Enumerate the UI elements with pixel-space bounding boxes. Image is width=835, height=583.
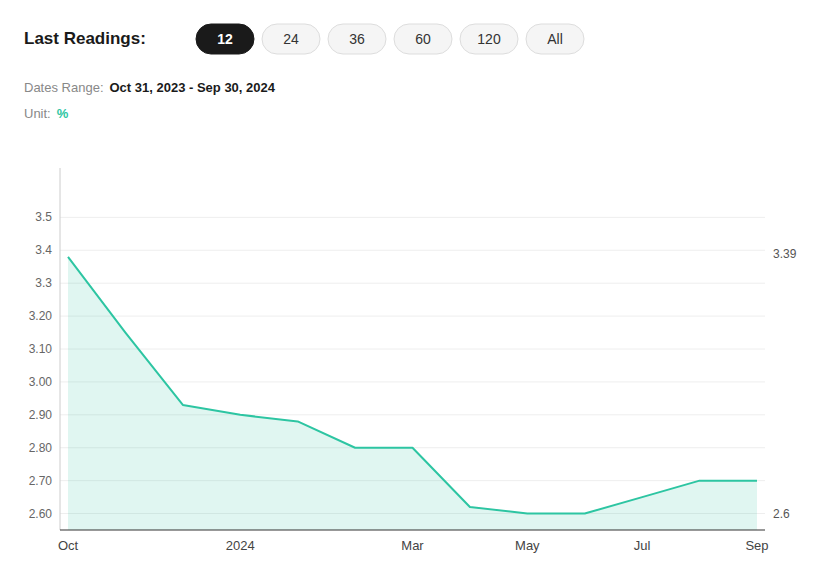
plot-data: [68, 257, 757, 530]
button-label[interactable]: All: [547, 31, 563, 47]
grid-line: [60, 217, 765, 218]
info-label: Dates Range:: [24, 80, 104, 95]
button-label[interactable]: 12: [217, 31, 233, 47]
x-axis-line: [60, 529, 765, 530]
chart-root: Last Readings: 12 24 36 60 120 All Dates Range:…: [0, 0, 835, 583]
y-tick-label: 2.80: [29, 441, 53, 455]
y-tick-label: 3.20: [29, 309, 53, 323]
y-tick-label: 3.3: [35, 276, 52, 290]
annotation: 2.6: [773, 507, 790, 521]
annotation: 3.39: [773, 247, 797, 261]
x-tick-label: May: [515, 538, 540, 553]
grid-line: [60, 250, 765, 251]
grid-line: [60, 283, 765, 284]
button-background[interactable]: [328, 24, 386, 54]
range-button[interactable]: 36: [328, 24, 386, 54]
info-value: %: [57, 106, 69, 121]
button-background[interactable]: [526, 24, 584, 54]
grid-line: [60, 316, 765, 317]
button-label[interactable]: 24: [283, 31, 299, 47]
x-tick-label: 2024: [226, 538, 255, 553]
info-value: Oct 31, 2023 - Sep 30, 2024: [110, 80, 276, 95]
background: [0, 0, 835, 583]
y-tick-label: 2.70: [29, 474, 53, 488]
range-button[interactable]: 60: [394, 24, 452, 54]
x-tick-label: Sep: [745, 538, 768, 553]
grid-line: [60, 349, 765, 350]
x-tick-label: Mar: [401, 538, 424, 553]
y-tick-label: 3.4: [35, 243, 52, 257]
area-line: [68, 257, 757, 514]
x-tick-label: Jul: [634, 538, 651, 553]
button-background[interactable]: [196, 24, 254, 54]
button-background[interactable]: [394, 24, 452, 54]
controls-label: Last Readings:: [24, 29, 146, 48]
y-tick-label: 2.90: [29, 408, 53, 422]
button-label[interactable]: 36: [349, 31, 365, 47]
button-label[interactable]: 60: [415, 31, 431, 47]
y-tick-label: 2.60: [29, 507, 53, 521]
y-tick-label: 3.5: [35, 210, 52, 224]
range-button[interactable]: 24: [262, 24, 320, 54]
info-label: Unit:: [24, 106, 51, 121]
y-axis-line: [60, 168, 61, 530]
range-button[interactable]: 12: [196, 24, 254, 54]
button-label[interactable]: 120: [477, 31, 501, 47]
button-background[interactable]: [262, 24, 320, 54]
range-button[interactable]: 120: [460, 24, 518, 54]
y-tick-label: 3.10: [29, 342, 53, 356]
button-background[interactable]: [460, 24, 518, 54]
info-line: Dates Range: Oct 31, 2023 - Sep 30, 2024: [24, 80, 276, 95]
area-fill: [68, 257, 757, 530]
x-tick-label: Oct: [58, 538, 79, 553]
y-tick-label: 3.00: [29, 375, 53, 389]
info-line: Unit:%: [24, 106, 69, 121]
range-button[interactable]: All: [526, 24, 584, 54]
